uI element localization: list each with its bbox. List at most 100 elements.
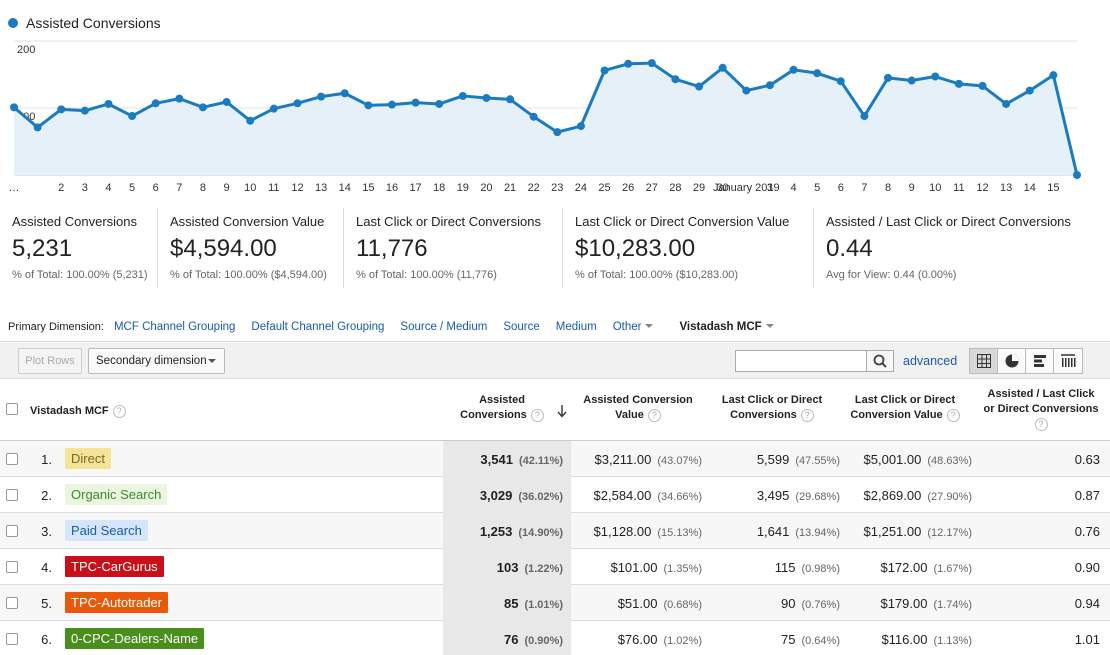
row-checkbox[interactable]: [6, 633, 18, 645]
chevron-down-icon: [765, 324, 774, 329]
scorecard-last-click-value[interactable]: Last Click or Direct Conversion Value $1…: [563, 208, 814, 288]
header-line: Conversions: [460, 409, 527, 421]
scorecard-sub: Avg for View: 0.44 (0.00%): [826, 269, 957, 281]
cell-value: 5,599: [756, 452, 790, 467]
help-icon[interactable]: ?: [530, 408, 544, 422]
search-icon: [873, 354, 887, 368]
dim-link-default-channel-grouping[interactable]: Default Channel Grouping: [251, 320, 385, 333]
data-point: [10, 103, 18, 112]
header-line: Last Click or Direct: [721, 394, 823, 406]
x-tick-label: 23: [551, 182, 563, 194]
scorecard-assisted-value[interactable]: Assisted Conversion Value $4,594.00 % of…: [158, 208, 344, 288]
header-last-click-conversions[interactable]: Last Click or Direct Conversions?: [712, 393, 832, 423]
secondary-dimension-select[interactable]: Secondary dimension: [88, 348, 225, 374]
table-row[interactable]: 5. TPC-Autotrader 85 (1.01%) $51.00 (0.68%) 90…: [0, 585, 1110, 621]
header-dimension[interactable]: Vistadash MCF?: [30, 404, 126, 419]
row-checkbox[interactable]: [6, 561, 18, 573]
x-tick-label: 11: [953, 182, 964, 194]
cell-percent: (1.74%): [933, 599, 972, 611]
dim-link-medium[interactable]: Medium: [555, 320, 597, 333]
header-last-click-value[interactable]: Last Click or Direct Conversion Value?: [840, 393, 970, 423]
x-tick-label: 29: [693, 182, 705, 194]
table-row[interactable]: 3. Paid Search 1,253 (14.90%) $1,128.00 (15.1…: [0, 513, 1110, 549]
scorecard-label: Assisted / Last Click or Direct Conversi…: [826, 214, 1071, 229]
cell-percent: (0.90%): [524, 635, 563, 647]
data-point: [742, 86, 751, 95]
table-search-input[interactable]: [735, 350, 867, 372]
scorecard-ratio[interactable]: Assisted / Last Click or Direct Conversi…: [814, 208, 1110, 288]
row-number: 3.: [41, 524, 52, 539]
cell-value: 75: [781, 632, 796, 647]
channel-tag[interactable]: TPC-Autotrader: [65, 592, 169, 613]
header-assisted-conversions[interactable]: Assisted Conversions?: [446, 393, 558, 423]
cell-assisted-conversions: 3,029 (36.02%): [480, 488, 563, 503]
help-icon[interactable]: ?: [800, 408, 814, 422]
chevron-down-icon: [645, 324, 654, 329]
scorecard-last-click-conversions[interactable]: Last Click or Direct Conversions 11,776 …: [344, 208, 563, 288]
cell-assisted-value: $76.00 (1.02%): [618, 632, 702, 647]
search-button[interactable]: [866, 350, 894, 372]
channel-tag[interactable]: 0-CPC-Dealers-Name: [65, 628, 205, 649]
row-checkbox[interactable]: [6, 597, 18, 609]
data-point: [884, 73, 893, 82]
x-tick-label: 14: [339, 182, 351, 194]
table-row[interactable]: 6. 0-CPC-Dealers-Name 76 (0.90%) $76.00 (1.02…: [0, 621, 1110, 655]
cell-assisted-value: $1,128.00 (15.13%): [594, 524, 702, 539]
x-tick-label: 26: [622, 182, 634, 194]
select-all-checkbox[interactable]: [6, 403, 18, 415]
row-checkbox[interactable]: [6, 453, 18, 465]
help-icon[interactable]: ?: [647, 408, 661, 422]
channel-tag[interactable]: TPC-CarGurus: [65, 556, 164, 577]
cell-percent: (0.64%): [801, 635, 840, 647]
dim-link-mcf-channel-grouping[interactable]: MCF Channel Grouping: [113, 320, 236, 333]
row-checkbox[interactable]: [6, 525, 18, 537]
dim-link-other-label: Other: [612, 320, 642, 333]
help-icon[interactable]: ?: [1034, 417, 1048, 431]
channel-tag[interactable]: Direct: [65, 448, 111, 469]
sorted-column-bg: [443, 549, 571, 585]
channel-tag[interactable]: Paid Search: [65, 520, 148, 541]
table-row[interactable]: 4. TPC-CarGurus 103 (1.22%) $101.00 (1.35%) 11…: [0, 549, 1110, 585]
chart-legend[interactable]: Assisted Conversions: [8, 15, 161, 31]
advanced-filter-link[interactable]: advanced: [903, 354, 958, 368]
header-assisted-value[interactable]: Assisted Conversion Value?: [578, 393, 698, 423]
help-icon[interactable]: ?: [112, 404, 126, 418]
view-table-button[interactable]: [970, 349, 998, 373]
cell-ratio: 1.01: [1074, 632, 1100, 647]
table-row[interactable]: 2. Organic Search 3,029 (36.02%) $2,584.00 (3…: [0, 477, 1110, 513]
plot-rows-button[interactable]: Plot Rows: [18, 348, 82, 374]
data-point: [269, 104, 278, 113]
x-tick-label: 15: [362, 182, 374, 194]
secondary-dimension-label: Secondary dimension: [96, 355, 207, 367]
table-toolbar: Plot Rows Secondary dimension advanced: [0, 343, 1110, 379]
view-comparison-button[interactable]: [1054, 349, 1082, 373]
x-tick-label: 28: [669, 182, 681, 194]
cell-value: $2,584.00: [593, 488, 652, 503]
row-checkbox[interactable]: [6, 489, 18, 501]
help-icon[interactable]: ?: [946, 408, 960, 422]
data-point: [860, 112, 869, 121]
scorecard-assisted-conversions[interactable]: Assisted Conversions 5,231 % of Total: 1…: [0, 208, 158, 288]
scorecard-value: 5,231: [12, 235, 73, 262]
cell-value: 90: [781, 596, 796, 611]
dim-link-source[interactable]: Source: [503, 320, 540, 333]
cell-value: 1,253: [479, 524, 513, 539]
view-toggle-group: [969, 348, 1083, 374]
view-pie-button[interactable]: [998, 349, 1026, 373]
data-point: [57, 105, 66, 114]
channel-tag[interactable]: Organic Search: [65, 484, 168, 505]
series-line: [13, 61, 1079, 176]
table-row[interactable]: 1. Direct 3,541 (42.11%) $3,211.00 (43.07%) 5,…: [0, 441, 1110, 477]
dim-link-other[interactable]: Other: [613, 321, 654, 333]
data-point: [80, 106, 89, 115]
header-ratio[interactable]: Assisted / Last Click or Direct Conversi…: [982, 387, 1100, 432]
cell-percent: (34.66%): [657, 491, 702, 503]
view-bar-button[interactable]: [1026, 349, 1054, 373]
scorecard-sub: % of Total: 100.00% ($10,283.00): [575, 269, 739, 281]
table-body: 1. Direct 3,541 (42.11%) $3,211.00 (43.07%) 5,…: [0, 441, 1110, 655]
sort-down-arrow-icon[interactable]: [556, 404, 568, 418]
x-tick-label: 11: [268, 182, 279, 194]
dim-active-vistadash-mcf[interactable]: Vistadash MCF: [679, 321, 774, 333]
dim-link-source-medium[interactable]: Source / Medium: [400, 320, 488, 333]
